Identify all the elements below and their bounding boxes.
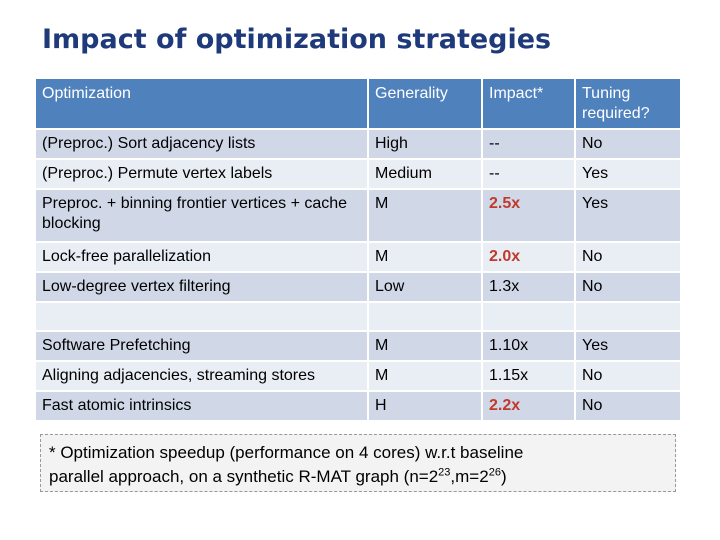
cell-impact: 1.3x <box>483 273 576 303</box>
footnote-line-2: parallel approach, on a synthetic R-MAT … <box>49 465 667 489</box>
cell-impact: 1.10x <box>483 332 576 362</box>
footnote-text-mid: ,m=2 <box>450 467 489 486</box>
cell-optimization <box>36 303 369 332</box>
cell-impact: -- <box>483 160 576 190</box>
cell-tuning <box>576 303 682 332</box>
table-row: Aligning adjacencies, streaming stores M… <box>36 362 682 392</box>
cell-generality: H <box>369 392 483 422</box>
slide-title: Impact of optimization strategies <box>42 24 552 55</box>
cell-optimization: Lock-free parallelization <box>36 243 369 273</box>
table-header-row: Optimization Generality Impact* Tuning r… <box>36 79 682 130</box>
cell-impact: 1.15x <box>483 362 576 392</box>
table-row: Preproc. + binning frontier vertices + c… <box>36 190 682 243</box>
m-exponent: 26 <box>488 466 501 479</box>
cell-generality: Low <box>369 273 483 303</box>
cell-tuning: No <box>576 392 682 422</box>
cell-generality: M <box>369 243 483 273</box>
footnote-text-end: ) <box>500 467 507 486</box>
cell-generality: M <box>369 332 483 362</box>
header-optimization: Optimization <box>36 79 369 130</box>
cell-tuning: No <box>576 130 682 160</box>
header-tuning-required: Tuning required? <box>576 79 682 130</box>
cell-generality: High <box>369 130 483 160</box>
cell-tuning: Yes <box>576 332 682 362</box>
cell-impact: 2.2x <box>483 392 576 422</box>
footnote-line-1: * Optimization speedup (performance on 4… <box>49 443 524 462</box>
cell-impact <box>483 303 576 332</box>
table-row: Software Prefetching M 1.10x Yes <box>36 332 682 362</box>
cell-impact: 2.5x <box>483 190 576 243</box>
cell-impact: 2.0x <box>483 243 576 273</box>
cell-tuning: Yes <box>576 190 682 243</box>
cell-generality: M <box>369 362 483 392</box>
cell-tuning: No <box>576 362 682 392</box>
table-row: Lock-free parallelization M 2.0x No <box>36 243 682 273</box>
cell-optimization: Low-degree vertex filtering <box>36 273 369 303</box>
cell-optimization: (Preproc.) Permute vertex labels <box>36 160 369 190</box>
cell-tuning: No <box>576 273 682 303</box>
header-generality: Generality <box>369 79 483 130</box>
cell-tuning: Yes <box>576 160 682 190</box>
cell-optimization: Preproc. + binning frontier vertices + c… <box>36 190 369 243</box>
table-row-empty <box>36 303 682 332</box>
cell-generality: M <box>369 190 483 243</box>
cell-generality: Medium <box>369 160 483 190</box>
cell-optimization: Software Prefetching <box>36 332 369 362</box>
table-row: (Preproc.) Sort adjacency lists High -- … <box>36 130 682 160</box>
n-exponent: 23 <box>438 466 451 479</box>
footnote-box: * Optimization speedup (performance on 4… <box>40 434 676 492</box>
header-impact: Impact* <box>483 79 576 130</box>
table-row: Low-degree vertex filtering Low 1.3x No <box>36 273 682 303</box>
table-row: (Preproc.) Permute vertex labels Medium … <box>36 160 682 190</box>
cell-tuning: No <box>576 243 682 273</box>
cell-optimization: Aligning adjacencies, streaming stores <box>36 362 369 392</box>
footnote-text: parallel approach, on a synthetic R-MAT … <box>49 467 439 486</box>
optimization-table: Optimization Generality Impact* Tuning r… <box>36 79 682 422</box>
cell-optimization: (Preproc.) Sort adjacency lists <box>36 130 369 160</box>
cell-impact: -- <box>483 130 576 160</box>
table-row: Fast atomic intrinsics H 2.2x No <box>36 392 682 422</box>
cell-generality <box>369 303 483 332</box>
cell-optimization: Fast atomic intrinsics <box>36 392 369 422</box>
